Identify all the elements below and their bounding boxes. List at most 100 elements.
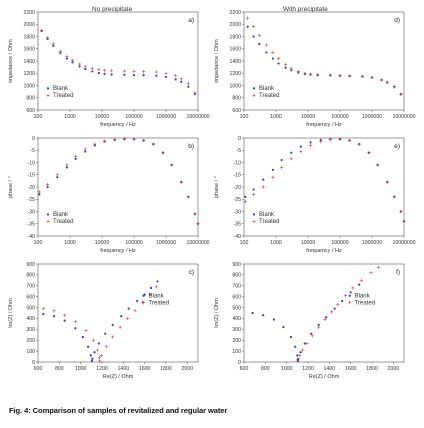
x-tick-label: 1000 [281,366,293,372]
data-point-treated [289,66,293,70]
y-tick-label: 200 [26,338,35,344]
phase-chart-with-precipitate: -40 -35 -30 -25 -20 -15 -10 -5 0 100 1000 10000 1000… [206,134,416,260]
y-tick-label: 1000 [23,83,35,89]
data-point-treated [74,154,78,158]
y-tick-label: -20 [28,185,36,191]
data-point-blank [251,311,254,315]
data-point-blank [89,354,92,357]
data-point-treated [164,71,168,75]
data-point-blank [156,280,159,283]
y-tick-label: 700 [232,284,241,290]
data-point-treated [299,149,303,154]
data-point-treated [348,74,352,78]
data-point-blank [78,65,81,68]
data-point-blank [81,335,84,339]
data-point-treated [402,219,406,223]
y-tick-label: -15 [234,173,242,179]
series-treated [295,265,380,362]
data-point-treated [102,68,107,72]
y-tick-label: -5 [30,148,35,154]
x-tick-label: 10000 [95,114,110,120]
data-point-blank [111,323,114,327]
x-tick-label: 1000000 [156,240,176,246]
data-point-treated [78,62,82,66]
data-point-treated [271,50,275,55]
data-point-blank [46,185,49,189]
data-point-treated [174,74,178,78]
x-tick-label: 10000000 [186,114,209,120]
panel-tag: a) [188,17,194,24]
y-tick-label: 700 [26,284,35,290]
data-point-treated [392,195,396,199]
legend-label: Treated [53,219,73,225]
y-tick-label: 1400 [23,59,35,65]
data-point-blank [252,188,255,191]
data-point-treated [399,209,403,214]
data-point-blank [272,318,275,321]
data-point-treated [186,195,190,199]
y-tick-label: -30 [28,209,36,215]
data-point-treated [392,85,396,89]
y-tick-label: 2000 [23,22,35,28]
x-tick-label: 100 [240,114,249,120]
data-point-treated [186,82,190,86]
legend-marker-blank [46,87,50,90]
legend-label: Treated [53,93,73,99]
data-point-blank [252,35,255,38]
y-tick-label: 500 [26,305,35,311]
x-tick-label: 1000 [75,366,87,372]
data-point-treated [63,313,67,317]
data-point-blank [258,42,261,45]
phase-chart-no-precipitate: -40 -35 -30 -25 -20 -15 -10 -5 0 100 1000 10000 1000… [0,134,210,260]
data-point-treated [284,63,288,67]
data-point-blank [349,291,352,294]
series-treated [41,285,158,363]
y-tick-label: 2200 [23,10,35,16]
y-tick-label: 900 [232,262,241,268]
data-point-treated [97,67,101,72]
chart-svg: 600 800 1000 1200 1400 1600 1800 2000 2200 100 100… [214,10,416,128]
chart-svg: -40 -35 -30 -25 -20 -15 -10 -5 0 100 1000 10000 1000… [214,136,416,254]
y-tick-label: -40 [234,234,242,240]
data-point-treated [399,93,403,97]
y-axis-title: phase / ° [214,176,220,198]
data-point-treated [385,80,389,85]
data-point-blank [91,357,94,360]
data-point-blank [149,286,153,290]
data-point-treated [357,142,361,146]
legend-marker-blank [348,294,351,297]
legend-label: Blank [149,293,165,299]
chart-svg: -40 -35 -30 -25 -20 -15 -10 -5 0 100 1000 10000 1000… [8,136,210,254]
x-tick-label: 100 [34,240,43,246]
y-axis-title: impedance / Ohm [8,39,14,83]
x-tick-label: 1000000 [362,114,382,120]
y-tick-label: 1800 [229,34,241,40]
data-point-treated [111,335,115,339]
x-tick-label: 100000 [331,240,348,246]
data-point-blank [74,327,77,330]
data-point-treated [370,75,374,80]
y-tick-label: 1200 [23,71,35,77]
data-point-blank [90,359,93,363]
data-point-blank [97,342,100,345]
data-point-treated [303,71,307,75]
nyquist-chart-with-precipitate: 0 100 200 300 400 500 600 700 800 900 600 800 1000 12… [206,260,412,386]
x-axis-title: Re(Z) / Ohm [103,374,134,380]
data-point-treated [376,163,380,167]
series-blank [42,280,159,363]
series-treated [40,28,197,95]
data-point-treated [360,74,364,78]
y-tick-label: -20 [234,185,242,191]
data-point-blank [59,51,62,55]
data-point-treated [348,138,352,143]
data-point-treated [126,316,130,321]
data-point-treated [148,292,152,297]
data-point-treated [37,190,41,194]
data-point-blank [299,145,303,148]
data-point-blank [262,314,265,317]
data-point-blank [174,78,177,81]
y-tick-label: 800 [232,273,241,279]
data-point-blank [120,315,123,318]
data-point-blank [271,57,274,60]
x-tick-label: 2000 [388,366,400,372]
